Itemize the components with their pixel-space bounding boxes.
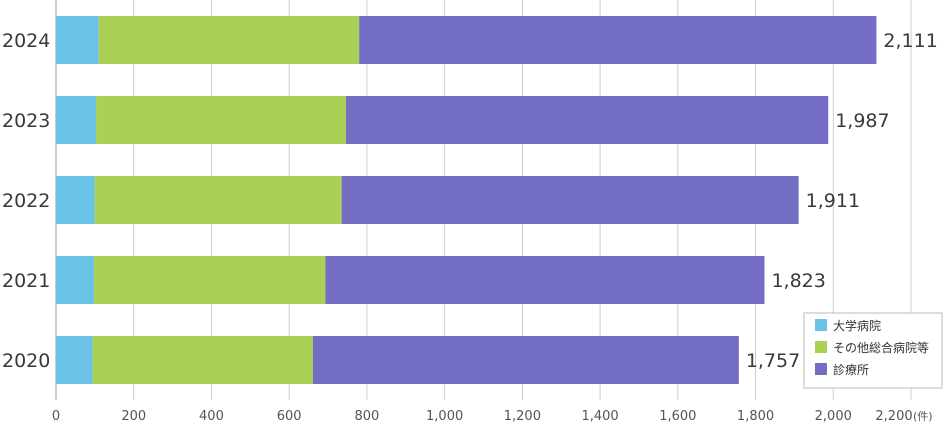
bar-segment bbox=[96, 96, 346, 144]
bar-segment bbox=[94, 256, 326, 304]
total-label: 1,987 bbox=[835, 110, 889, 132]
bar-segment bbox=[98, 16, 360, 64]
x-tick-label: 200 bbox=[121, 409, 146, 424]
bar-segment bbox=[312, 336, 739, 384]
year-label: 2020 bbox=[2, 350, 50, 372]
bar-segment bbox=[56, 176, 95, 224]
bar-segment bbox=[94, 176, 342, 224]
bar-labels: 2024 2,111 2023 1,987 2022 1,911 2021 1,823 2020… bbox=[2, 30, 938, 372]
x-tick-label: 0 bbox=[52, 409, 60, 424]
year-label: 2024 bbox=[2, 30, 50, 52]
x-tick-label: 1,800 bbox=[737, 409, 774, 424]
x-tick-label: 800 bbox=[354, 409, 379, 424]
bars bbox=[56, 16, 877, 384]
x-tick-label: 2,200 bbox=[875, 409, 912, 424]
year-label: 2023 bbox=[2, 110, 50, 132]
legend-swatch bbox=[815, 363, 827, 375]
legend-swatch bbox=[815, 319, 827, 331]
bar-segment bbox=[56, 96, 97, 144]
legend-label: 診療所 bbox=[833, 362, 869, 377]
year-label: 2021 bbox=[2, 270, 50, 292]
bar-segment bbox=[56, 256, 95, 304]
bar-segment bbox=[325, 256, 765, 304]
legend-label: 大学病院 bbox=[833, 318, 881, 333]
bar-segment bbox=[56, 16, 99, 64]
bar-segment bbox=[359, 16, 877, 64]
x-tick-label: 1,400 bbox=[581, 409, 618, 424]
total-label: 1,911 bbox=[806, 190, 860, 212]
bar-segment bbox=[92, 336, 313, 384]
total-label: 2,111 bbox=[883, 30, 937, 52]
total-label: 1,757 bbox=[746, 350, 800, 372]
total-label: 1,823 bbox=[771, 270, 825, 292]
legend-label: その他総合病院等 bbox=[833, 340, 929, 355]
x-tick-label: 1,200 bbox=[504, 409, 541, 424]
x-tick-label: 400 bbox=[199, 409, 224, 424]
x-tick-label: 2,000 bbox=[815, 409, 852, 424]
x-unit-label: (件) bbox=[913, 410, 933, 423]
x-tick-label: 1,600 bbox=[659, 409, 696, 424]
bar-segment bbox=[345, 96, 829, 144]
x-tick-label: 600 bbox=[277, 409, 302, 424]
x-tick-label: 1,000 bbox=[426, 409, 463, 424]
year-label: 2022 bbox=[2, 190, 50, 212]
bar-segment bbox=[341, 176, 799, 224]
x-axis: 0 200 400 600 800 1,000 1,200 1,400 1,600 1,800 2,… bbox=[52, 409, 933, 424]
bar-segment bbox=[56, 336, 93, 384]
legend-swatch bbox=[815, 341, 827, 353]
